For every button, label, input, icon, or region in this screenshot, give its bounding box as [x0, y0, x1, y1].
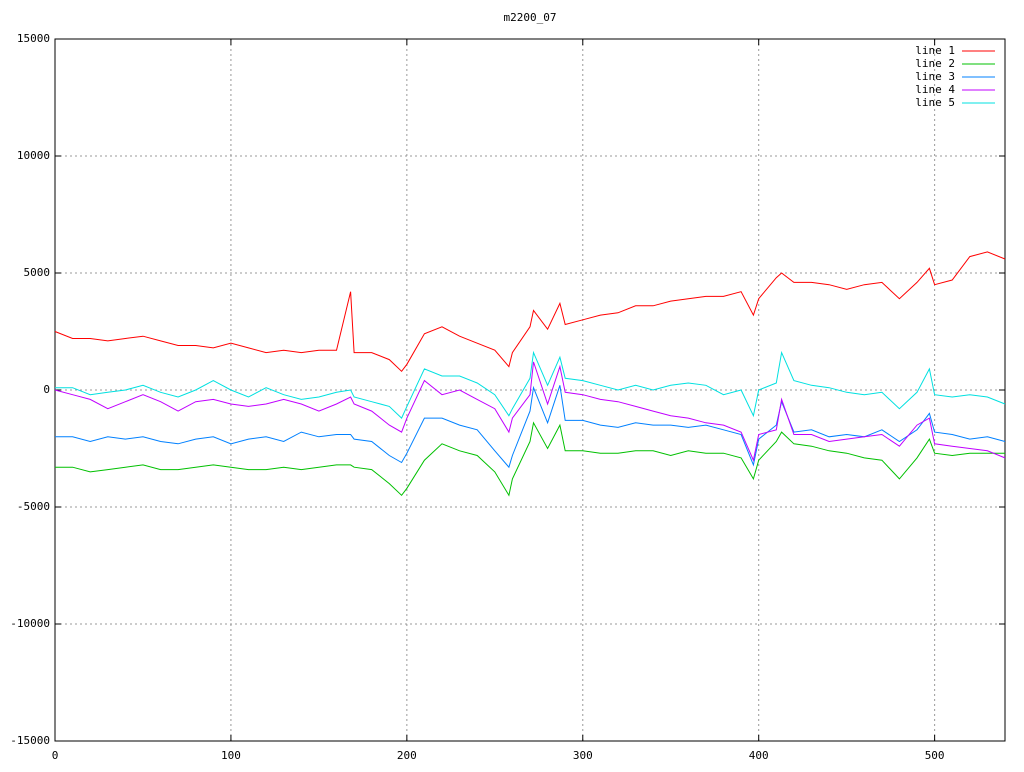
x-tick-label: 400: [749, 749, 769, 762]
legend-label: line 3: [915, 70, 955, 83]
y-tick-label: -10000: [10, 617, 50, 630]
series-line: [55, 421, 1005, 497]
legend-label: line 2: [915, 57, 955, 70]
series-line: [55, 385, 1006, 469]
x-tick-label: 100: [221, 749, 241, 762]
y-tick-label: 0: [43, 383, 50, 396]
x-tick-label: 500: [925, 749, 945, 762]
x-tick-label: 200: [397, 749, 417, 762]
x-tick-label: 300: [573, 749, 593, 762]
y-tick-label: 15000: [17, 32, 50, 45]
series-line: [54, 361, 1006, 462]
y-tick-label: -5000: [17, 500, 50, 513]
y-tick-label: 5000: [24, 266, 51, 279]
y-tick-label: 10000: [17, 149, 50, 162]
series-line: [55, 350, 1006, 419]
y-tick-label: -15000: [10, 734, 50, 747]
series-line: [54, 251, 1006, 373]
legend-label: line 1: [915, 44, 955, 57]
chart-title: m2200_07: [504, 11, 557, 24]
x-tick-label: 0: [52, 749, 59, 762]
legend-label: line 4: [915, 83, 955, 96]
legend-label: line 5: [915, 96, 955, 109]
